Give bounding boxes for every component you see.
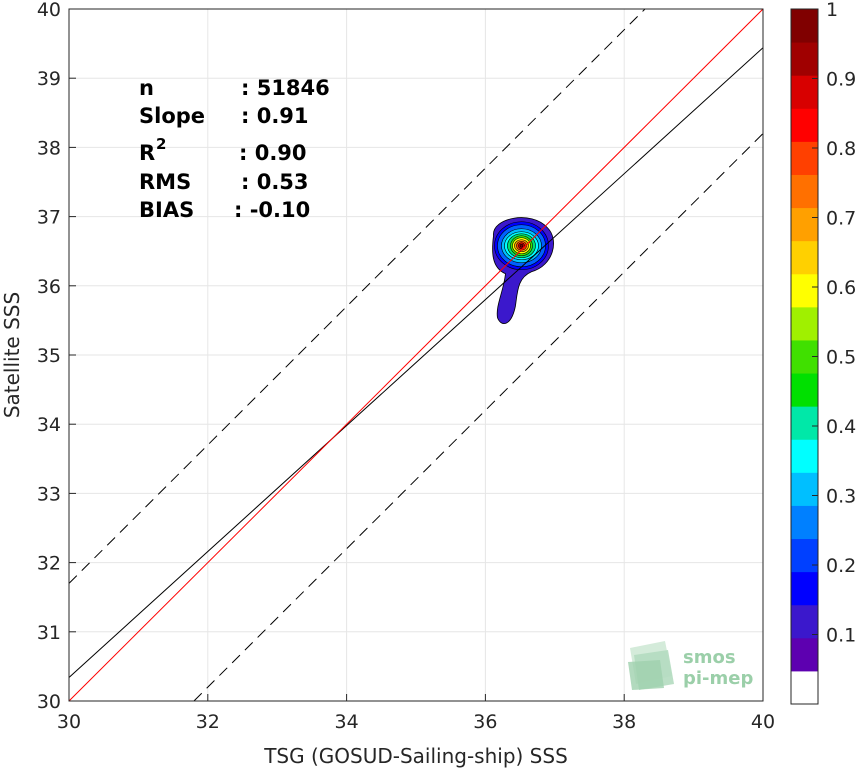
x-tick-label: 30 [57, 711, 81, 733]
y-tick-label: 37 [37, 207, 61, 229]
y-tick-label: 30 [37, 691, 61, 713]
colorbar-segment [791, 174, 818, 209]
colorbar-segment [791, 604, 818, 639]
colorbar-segment [791, 670, 818, 705]
x-tick-label: 40 [751, 711, 775, 733]
colorbar-ticks: 0.1 0.2 0.3 0.4 0.5 0.6 0.7 0.8 0.9 1 [812, 0, 856, 647]
stat-r2-label: R [139, 141, 155, 165]
colorbar-tick-label: 0.5 [826, 347, 856, 369]
density-contours [492, 217, 554, 325]
colorbar-segment [791, 538, 818, 573]
regression-line [68, 47, 764, 678]
y-tick-label: 40 [37, 0, 61, 21]
colorbar-segment [791, 472, 818, 506]
colorbar-segment [791, 108, 818, 142]
y-axis-label: Satellite SSS [0, 292, 24, 418]
y-tick-label: 34 [37, 414, 61, 436]
colorbar-segment [791, 9, 818, 43]
logo-line2: pi-mep [683, 668, 753, 689]
stat-bias-label: BIAS [139, 198, 194, 222]
stat-rms-value: : 0.53 [241, 170, 309, 194]
reference-lines [68, 8, 764, 702]
colorbar-tick-label: 1 [826, 0, 838, 21]
dashed-line-lower [193, 133, 764, 702]
colorbar-segment [791, 505, 818, 540]
y-tick-label: 33 [37, 483, 61, 505]
x-tick-label: 32 [196, 711, 220, 733]
x-tick-label: 34 [335, 711, 359, 733]
logo-waves-icon [628, 641, 674, 690]
stat-slope-label: Slope [139, 104, 205, 128]
stats-box: n : 51846 Slope : 0.91 R 2 : 0.90 RMS : … [139, 76, 330, 222]
colorbar-segment [791, 406, 818, 440]
colorbar-tick-label: 0.7 [826, 208, 856, 230]
y-tick-label: 31 [37, 622, 61, 644]
y-tick-label: 35 [37, 345, 61, 367]
y-tick-label: 36 [37, 276, 61, 298]
x-axis-label: TSG (GOSUD-Sailing-ship) SSS [263, 744, 568, 768]
stat-r2-sup: 2 [156, 135, 166, 153]
stat-r2-value: : 0.90 [239, 141, 307, 165]
stat-n-value: : 51846 [241, 76, 330, 100]
colorbar-segment [791, 75, 818, 109]
colorbar-segment [791, 373, 818, 407]
colorbar-segment [791, 637, 818, 672]
colorbar-segment [791, 273, 818, 308]
stat-n-label: n [139, 76, 154, 100]
colorbar-tick-label: 0.6 [826, 277, 856, 299]
stat-rms-label: RMS [139, 170, 191, 194]
colorbar-segment [791, 571, 818, 606]
colorbar-segment [791, 207, 818, 242]
density-contour [519, 243, 524, 248]
colorbar-segment [791, 141, 818, 175]
stat-slope-value: : 0.91 [241, 104, 309, 128]
colorbar-tick-label: 0.3 [826, 486, 856, 508]
y-tick-label: 32 [37, 553, 61, 575]
colorbar-tick-label: 0.1 [826, 625, 856, 647]
colorbar-segment [791, 240, 818, 275]
x-tick-label: 36 [473, 711, 497, 733]
colorbar-segment [791, 306, 818, 341]
colorbar-segment [791, 439, 818, 473]
y-tick-label: 39 [37, 68, 61, 90]
colorbar-segment [791, 42, 818, 76]
x-ticks: 30 32 34 36 38 40 [57, 694, 775, 733]
dashed-line-upper [68, 8, 646, 584]
colorbar-tick-label: 0.9 [826, 69, 856, 91]
one-to-one-line [68, 8, 764, 702]
y-tick-label: 38 [37, 137, 61, 159]
x-tick-label: 38 [612, 711, 636, 733]
smos-pimep-logo: smos pi-mep [628, 641, 753, 690]
colorbar-tick-label: 0.4 [826, 416, 856, 438]
y-ticks: 30 31 32 33 34 35 36 37 38 39 40 [37, 0, 76, 713]
stat-bias-value: : -0.10 [234, 198, 310, 222]
colorbar-tick-label: 0.8 [826, 138, 856, 160]
logo-line1: smos [683, 647, 736, 668]
colorbar-tick-label: 0.2 [826, 555, 856, 577]
colorbar [791, 9, 818, 705]
